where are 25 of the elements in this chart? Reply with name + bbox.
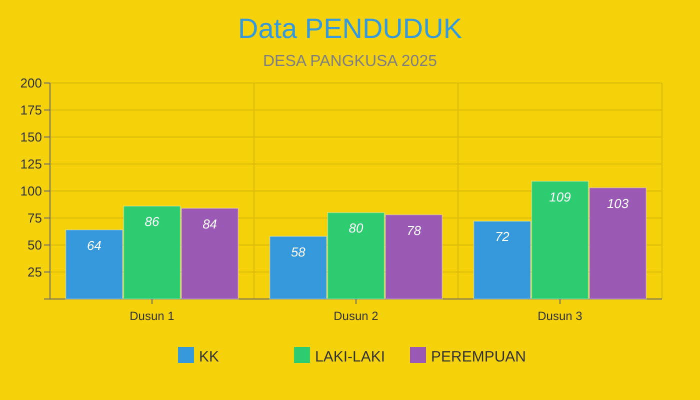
y-tick-label: 175	[20, 102, 42, 118]
x-tick-label: Dusun 3	[538, 309, 583, 323]
legend-label: PEREMPUAN	[431, 348, 526, 366]
chart-title: Data PENDUDUK	[238, 13, 462, 44]
data-label: 84	[202, 216, 218, 232]
data-label: 80	[348, 220, 364, 236]
legend-label: LAKI-LAKI	[315, 348, 386, 366]
data-label: 72	[494, 229, 510, 244]
x-tick-label: Dusun 1	[130, 309, 175, 323]
chart-subtitle: DESA PANGKUSA 2025	[262, 53, 438, 70]
data-label: 103	[606, 196, 630, 211]
y-tick-label: 50	[28, 238, 42, 253]
data-label: 64	[86, 238, 102, 253]
x-tick-label: Dusun 2	[334, 309, 379, 323]
data-label: 86	[144, 214, 160, 230]
y-tick-label: 125	[20, 156, 42, 172]
data-label: 109	[549, 189, 571, 204]
data-label: 78	[406, 222, 422, 238]
y-tick-label: 100	[20, 184, 42, 199]
data-label: 58	[290, 244, 306, 260]
y-tick-label: 25	[28, 264, 42, 280]
y-tick-label: 150	[20, 130, 42, 145]
legend-label: KK	[199, 348, 220, 366]
y-tick-label: 200	[20, 76, 42, 91]
y-tick-label: 75	[28, 210, 42, 226]
